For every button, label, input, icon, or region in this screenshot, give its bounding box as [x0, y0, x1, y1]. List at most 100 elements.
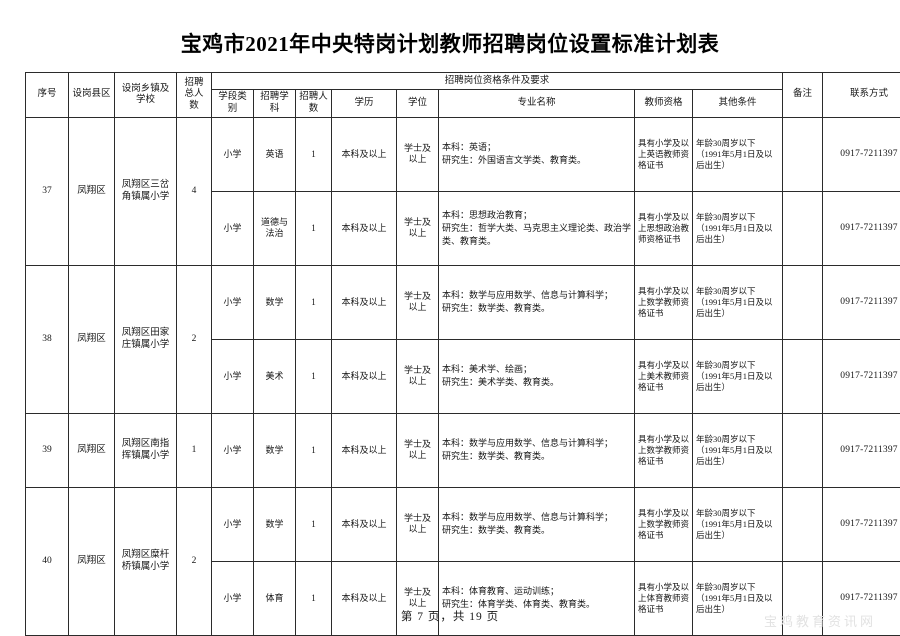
cell-school: 凤翔区南指挥镇属小学: [114, 412, 177, 488]
cell-other-conditions: 年龄30周岁以下（1991年5月1日及以后出生）: [691, 486, 784, 562]
th-group-qualification: 招聘岗位资格条件及要求: [210, 71, 784, 91]
cell-degree: 学士及以上: [396, 264, 439, 340]
th-education: 学历: [331, 89, 397, 118]
cell-teacher-cert: 具有小学及以上美术教师资格证书: [634, 338, 693, 414]
recruitment-plan-table: 序号 设岗县区 设岗乡镇及学校 招聘总人数 招聘岗位资格条件及要求 备注 联系方…: [25, 71, 900, 636]
cell-subject: 英语: [253, 116, 296, 192]
cell-subject: 体育: [253, 560, 296, 636]
cell-stage: 小学: [211, 264, 254, 340]
cell-count: 1: [295, 264, 332, 340]
page-title: 宝鸡市2021年中央特岗计划教师招聘岗位设置标准计划表: [180, 32, 720, 56]
cell-subject: 数学: [253, 486, 296, 562]
table-row: 38 凤翔区 凤翔区田家庄镇属小学 2 小学 数学 1 本科及以上 学士及以上 本科：数学与应用数…: [25, 264, 900, 414]
cell-stage: 小学: [211, 190, 254, 266]
cell-remark: [782, 412, 824, 488]
cell-county: 凤翔区: [68, 412, 115, 488]
cell-education: 本科及以上: [331, 116, 397, 192]
cell-remark: [782, 486, 824, 562]
table-row: 小学 体育 1 本科及以上 学士及以上 本科：体育教育、运动训练； 研究生：体育学类、体育类…: [26, 560, 900, 636]
cell-index: 39: [25, 412, 69, 488]
cell-county: 凤翔区: [68, 116, 115, 266]
cell-degree: 学士及以上: [396, 486, 439, 562]
cell-index: 37: [25, 116, 69, 266]
cell-education: 本科及以上: [331, 412, 397, 488]
th-county: 设岗县区: [68, 72, 115, 118]
cell-stage: 小学: [211, 412, 254, 488]
cell-education: 本科及以上: [331, 486, 397, 562]
th-total: 招聘总人数: [176, 72, 212, 118]
cell-teacher-cert: 具有小学及以上数学教师资格证书: [634, 486, 693, 562]
cell-major: 本科：体育教育、运动训练； 研究生：体育学类、体育类、教育类。: [438, 560, 635, 636]
cell-degree: 学士及以上: [396, 338, 439, 414]
cell-other-conditions: 年龄30周岁以下（1991年5月1日及以后出生）: [691, 190, 784, 266]
cell-stage: 小学: [211, 486, 254, 562]
cell-other-conditions: 年龄30周岁以下（1991年5月1日及以后出生）: [691, 116, 784, 192]
cell-teacher-cert: 具有小学及以上思想政治教师资格证书: [634, 190, 693, 266]
cell-education: 本科及以上: [331, 190, 397, 266]
cell-education: 本科及以上: [331, 560, 397, 636]
cell-remark: [782, 264, 824, 340]
cell-teacher-cert: 具有小学及以上数学教师资格证书: [634, 412, 693, 488]
th-other: 其他条件: [691, 89, 784, 118]
cell-remark: [782, 560, 824, 636]
cell-count: 1: [295, 116, 332, 192]
cell-stage: 小学: [211, 116, 254, 192]
cell-teacher-cert: 具有小学及以上体育教师资格证书: [634, 560, 693, 636]
cell-degree: 学士及以上: [396, 116, 439, 192]
cell-major: 本科：数学与应用数学、信息与计算科学； 研究生：数学类、教育类。: [438, 264, 635, 340]
cell-subject: 数学: [253, 412, 296, 488]
th-subject: 招聘学科: [253, 89, 296, 118]
cell-major: 本科：思想政治教育； 研究生：哲学大类、马克思主义理论类、政治学类、教育类。: [438, 190, 635, 266]
cell-total: 2: [176, 264, 212, 414]
cell-major: 本科：数学与应用数学、信息与计算科学； 研究生：数学类、教育类。: [438, 412, 635, 488]
cell-other-conditions: 年龄30周岁以下（1991年5月1日及以后出生）: [691, 560, 784, 636]
cell-contact: 0917-7211397: [822, 116, 900, 192]
cell-county: 凤翔区: [68, 486, 115, 636]
cell-count: 1: [295, 190, 332, 266]
th-contact: 联系方式: [822, 72, 900, 118]
cell-count: 1: [295, 486, 332, 562]
cell-contact: 0917-7211397: [822, 486, 900, 562]
cell-teacher-cert: 具有小学及以上英语教师资格证书: [634, 116, 693, 192]
cell-stage: 小学: [211, 560, 254, 636]
cell-count: 1: [295, 560, 332, 636]
cell-degree: 学士及以上: [396, 560, 439, 636]
cell-school: 凤翔区田家庄镇属小学: [114, 264, 177, 414]
th-major: 专业名称: [438, 89, 635, 118]
cell-other-conditions: 年龄30周岁以下（1991年5月1日及以后出生）: [691, 412, 784, 488]
table-row: 37 凤翔区 凤翔区三岔角镇属小学 4 小学 英语 1 本科及以上 学士及以上 本科：英语； 研究生…: [25, 116, 900, 266]
cell-contact: 0917-7211397: [822, 264, 900, 340]
th-school: 设岗乡镇及学校: [114, 72, 177, 118]
cell-teacher-cert: 具有小学及以上数学教师资格证书: [634, 264, 693, 340]
cell-remark: [782, 190, 824, 266]
table-row: 40 凤翔区 凤翔区糜杆桥镇属小学 2 小学 数学 1 本科及以上 学士及以上 本科：数学与应用数…: [25, 486, 900, 636]
table-row: 小学 道德与法治 1 本科及以上 学士及以上 本科：思想政治教育； 研究生：哲学大类、马克思…: [26, 190, 900, 266]
th-count: 招聘人数: [295, 89, 332, 118]
cell-remark: [782, 116, 824, 192]
table-body: 37 凤翔区 凤翔区三岔角镇属小学 4 小学 英语 1 本科及以上 学士及以上 本科：英语； 研究生…: [25, 116, 900, 636]
cell-other-conditions: 年龄30周岁以下（1991年5月1日及以后出生）: [691, 338, 784, 414]
cell-subject: 数学: [253, 264, 296, 340]
table-container: 序号 设岗县区 设岗乡镇及学校 招聘总人数 招聘岗位资格条件及要求 备注 联系方…: [0, 71, 900, 636]
cell-county: 凤翔区: [68, 264, 115, 414]
cell-subject: 美术: [253, 338, 296, 414]
header-row-sub: 学段类别 招聘学科 招聘人数 学历 学位 专业名称 教师资格 其他条件: [26, 89, 900, 118]
table-row: 小学 美术 1 本科及以上 学士及以上 本科：美术学、绘画； 研究生：美术学类、教育类。 具有…: [26, 338, 900, 414]
cell-contact: 0917-7211397: [822, 412, 900, 488]
cell-stage: 小学: [211, 338, 254, 414]
table-header: 序号 设岗县区 设岗乡镇及学校 招聘总人数 招聘岗位资格条件及要求 备注 联系方…: [25, 71, 900, 118]
cell-education: 本科及以上: [331, 264, 397, 340]
cell-degree: 学士及以上: [396, 190, 439, 266]
cell-count: 1: [295, 412, 332, 488]
cell-major: 本科：英语； 研究生：外国语言文学类、教育类。: [438, 116, 635, 192]
cell-contact: 0917-7211397: [822, 190, 900, 266]
th-remark: 备注: [782, 72, 824, 118]
cell-education: 本科及以上: [331, 338, 397, 414]
cell-count: 1: [295, 338, 332, 414]
cell-degree: 学士及以上: [396, 412, 439, 488]
cell-total: 4: [176, 116, 212, 266]
cell-major: 本科：美术学、绘画； 研究生：美术学类、教育类。: [438, 338, 635, 414]
cell-contact: 0917-7211397: [822, 560, 900, 636]
cell-index: 40: [25, 486, 69, 636]
